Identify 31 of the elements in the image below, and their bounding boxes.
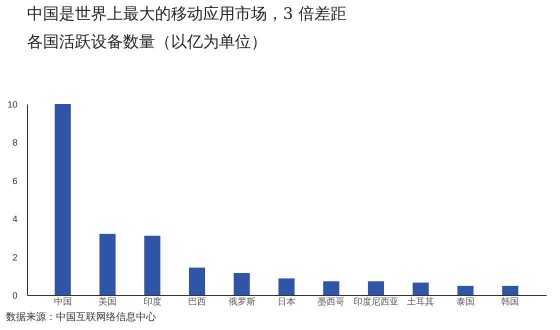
bar — [188, 268, 206, 295]
y-tick-label: 10 — [7, 100, 18, 110]
y-tick-label: 8 — [12, 138, 18, 148]
bar — [502, 286, 518, 295]
x-tick-label: 韩国 — [501, 296, 520, 308]
x-tick-label: 美国 — [98, 296, 117, 308]
bar — [457, 286, 474, 295]
bar — [99, 234, 116, 295]
bar — [144, 236, 160, 295]
bar — [368, 281, 384, 295]
x-tick-label: 墨西哥 — [318, 296, 345, 308]
y-tick-label: 0 — [12, 290, 18, 300]
bar — [412, 282, 429, 295]
x-tick-label: 印度 — [143, 296, 162, 308]
x-tick-label: 泰国 — [456, 296, 474, 308]
source-note: 数据来源：中国互联网络信息中心 — [6, 310, 156, 324]
x-tick-label: 俄罗斯 — [228, 296, 256, 308]
x-tick-label: 巴西 — [188, 298, 206, 308]
x-tick-label: 日本 — [278, 296, 296, 308]
bar — [278, 278, 295, 295]
x-tick-label: 印度尼西亚 — [353, 296, 398, 308]
x-tick-label: 土耳其 — [407, 296, 434, 308]
chart-subtitle: 各国活跃设备数量（以亿为单位） — [27, 32, 267, 51]
bar — [54, 104, 71, 295]
y-tick-label: 4 — [12, 214, 18, 224]
y-tick-label: 6 — [12, 176, 18, 186]
bar — [234, 273, 250, 295]
y-tick-label: 2 — [12, 252, 18, 262]
bar — [323, 281, 340, 295]
x-tick-label: 中国 — [54, 296, 72, 308]
chart-title: 中国是世界上最大的移动应用市场，3 倍差距 — [27, 4, 346, 23]
